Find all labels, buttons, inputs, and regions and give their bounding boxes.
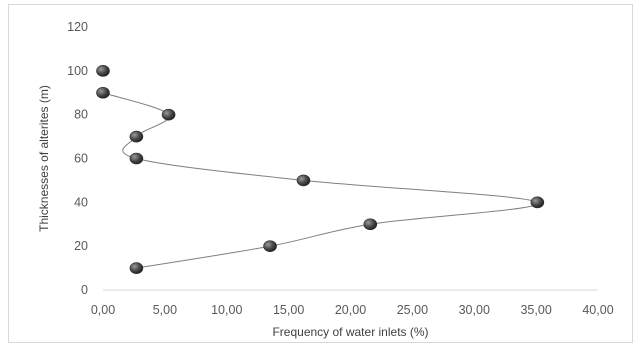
y-tick-label: 40 — [74, 195, 88, 209]
x-tick-label: 20,00 — [335, 303, 366, 317]
y-tick-label: 120 — [67, 20, 88, 34]
x-tick-label: 15,00 — [273, 303, 304, 317]
data-point — [530, 196, 545, 209]
data-point — [96, 86, 110, 99]
data-point — [129, 152, 144, 165]
data-point — [96, 65, 110, 77]
data-point — [129, 262, 144, 274]
x-tick-label: 35,00 — [520, 303, 551, 317]
y-tick-label: 0 — [81, 283, 88, 297]
y-tick-label: 20 — [74, 239, 88, 253]
y-tick-label: 100 — [67, 64, 88, 78]
x-axis-title: Frequency of water inlets (%) — [272, 325, 428, 339]
data-point — [161, 108, 176, 121]
x-tick-label: 25,00 — [397, 303, 428, 317]
data-point — [363, 218, 378, 231]
data-point — [263, 240, 277, 252]
x-tick-label: 30,00 — [459, 303, 490, 317]
data-point — [296, 174, 311, 187]
x-tick-label: 5,00 — [153, 303, 177, 317]
data-point — [129, 130, 144, 143]
chart-area — [8, 4, 633, 343]
x-tick-label: 10,00 — [211, 303, 242, 317]
y-tick-label: 60 — [74, 152, 88, 166]
x-tick-label: 40,00 — [582, 303, 613, 317]
series-line — [102, 92, 539, 269]
y-axis-title: Thicknesses of alterites (m) — [37, 85, 51, 232]
y-tick-label: 80 — [74, 108, 88, 122]
x-tick-label: 0,00 — [91, 303, 115, 317]
